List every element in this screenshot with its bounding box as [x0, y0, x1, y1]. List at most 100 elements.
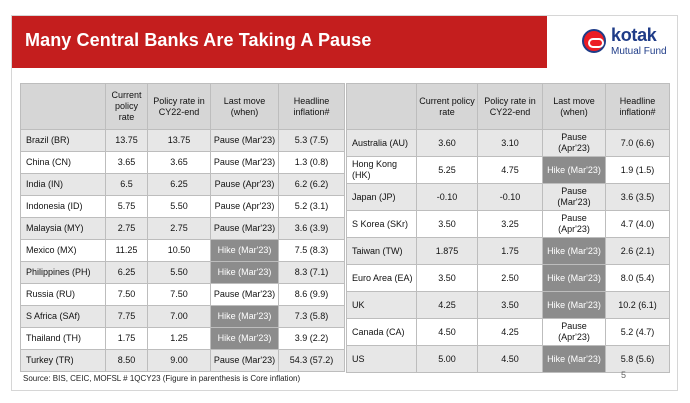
country-cell: Philippines (PH)	[20, 261, 106, 284]
country-cell: Mexico (MX)	[20, 239, 106, 262]
table-row: Canada (CA) 4.50 4.25 Pause (Apr'23) 5.2 (4.…	[346, 318, 670, 346]
logo-subtitle: Mutual Fund	[611, 46, 667, 57]
table-row: China (CN) 3.65 3.65 Pause (Mar'23) 1.3 (0.8…	[20, 151, 345, 174]
cy22-cell: 6.25	[147, 173, 211, 196]
left-table-body: Brazil (BR) 13.75 13.75 Pause (Mar'23) 5.3 (…	[20, 129, 345, 372]
table-row: Mexico (MX) 11.25 10.50 Hike (Mar'23) 7.5 (8…	[20, 239, 345, 262]
country-cell: UK	[346, 291, 417, 319]
header-cell: Headline inflation#	[605, 83, 670, 130]
inflation-cell: 5.2 (3.1)	[278, 195, 345, 218]
table-row: Indonesia (ID) 5.75 5.50 Pause (Apr'23) 5.2 …	[20, 195, 345, 218]
header-country	[346, 83, 417, 130]
table-row: Euro Area (EA) 3.50 2.50 Hike (Mar'23) 8.0 (…	[346, 264, 670, 292]
kotak-logo-icon	[582, 29, 606, 53]
table-row: S Africa (SAf) 7.75 7.00 Hike (Mar'23) 7.3 (…	[20, 305, 345, 328]
move-cell: Hike (Mar'23)	[210, 305, 279, 328]
current-cell: 3.60	[416, 129, 478, 157]
inflation-cell: 10.2 (6.1)	[605, 291, 670, 319]
inflation-cell: 5.8 (5.6)	[605, 345, 670, 373]
cy22-cell: 4.50	[477, 345, 543, 373]
move-cell: Hike (Mar'23)	[542, 345, 606, 373]
slide-title: Many Central Banks Are Taking A Pause	[25, 30, 372, 50]
left-policy-table: Current policy rate Policy rate in CY22-e…	[20, 83, 345, 372]
inflation-cell: 4.7 (4.0)	[605, 210, 670, 238]
table-row: UK 4.25 3.50 Hike (Mar'23) 10.2 (6.1)	[346, 291, 670, 319]
source-note: Source: BIS, CEIC, MOFSL # 1QCY23 (Figur…	[23, 374, 301, 383]
current-cell: 3.50	[416, 210, 478, 238]
table-row: Thailand (TH) 1.75 1.25 Hike (Mar'23) 3.9 (2…	[20, 327, 345, 350]
inflation-cell: 5.2 (4.7)	[605, 318, 670, 346]
header-cell: Policy rate in CY22-end	[147, 83, 211, 130]
country-cell: Russia (RU)	[20, 283, 106, 306]
table-row: Russia (RU) 7.50 7.50 Pause (Mar'23) 8.6 (9.…	[20, 283, 345, 306]
cy22-cell: 7.50	[147, 283, 211, 306]
cy22-cell: 4.25	[477, 318, 543, 346]
move-cell: Pause (Mar'23)	[210, 129, 279, 152]
move-cell: Hike (Mar'23)	[542, 156, 606, 184]
move-cell: Pause (Mar'23)	[210, 151, 279, 174]
country-cell: S Korea (SKr)	[346, 210, 417, 238]
move-cell: Hike (Mar'23)	[210, 327, 279, 350]
inflation-cell: 3.9 (2.2)	[278, 327, 345, 350]
left-header-row: Current policy rate Policy rate in CY22-e…	[20, 83, 345, 130]
current-cell: 6.5	[105, 173, 148, 196]
current-cell: 4.25	[416, 291, 478, 319]
current-cell: 5.25	[416, 156, 478, 184]
current-cell: 5.00	[416, 345, 478, 373]
cy22-cell: 5.50	[147, 261, 211, 284]
table-row: Malaysia (MY) 2.75 2.75 Pause (Mar'23) 3.6 (…	[20, 217, 345, 240]
country-cell: Euro Area (EA)	[346, 264, 417, 292]
move-cell: Pause (Mar'23)	[210, 217, 279, 240]
inflation-cell: 7.0 (6.6)	[605, 129, 670, 157]
current-cell: 1.75	[105, 327, 148, 350]
table-row: Brazil (BR) 13.75 13.75 Pause (Mar'23) 5.3 (…	[20, 129, 345, 152]
current-cell: 2.75	[105, 217, 148, 240]
move-cell: Pause (Mar'23)	[542, 183, 606, 211]
move-cell: Pause (Apr'23)	[542, 318, 606, 346]
current-cell: 3.65	[105, 151, 148, 174]
country-cell: China (CN)	[20, 151, 106, 174]
inflation-cell: 6.2 (6.2)	[278, 173, 345, 196]
table-row: US 5.00 4.50 Hike (Mar'23) 5.8 (5.6)	[346, 345, 670, 373]
move-cell: Hike (Mar'23)	[542, 291, 606, 319]
right-header-row: Current policy rate Policy rate in CY22-e…	[346, 83, 670, 130]
cy22-cell: 2.75	[147, 217, 211, 240]
move-cell: Pause (Apr'23)	[210, 173, 279, 196]
cy22-cell: 13.75	[147, 129, 211, 152]
country-cell: Brazil (BR)	[20, 129, 106, 152]
cy22-cell: -0.10	[477, 183, 543, 211]
cy22-cell: 3.50	[477, 291, 543, 319]
right-table-body: Australia (AU) 3.60 3.10 Pause (Apr'23) 7.0 …	[346, 129, 670, 373]
inflation-cell: 8.0 (5.4)	[605, 264, 670, 292]
move-cell: Pause (Apr'23)	[210, 195, 279, 218]
current-cell: 7.75	[105, 305, 148, 328]
page-number: 5	[621, 370, 627, 380]
cy22-cell: 4.75	[477, 156, 543, 184]
inflation-cell: 3.6 (3.9)	[278, 217, 345, 240]
kotak-logo: kotak Mutual Fund	[578, 22, 677, 62]
table-row: Turkey (TR) 8.50 9.00 Pause (Mar'23) 54.3 (5…	[20, 349, 345, 372]
move-cell: Hike (Mar'23)	[542, 237, 606, 265]
cy22-cell: 2.50	[477, 264, 543, 292]
country-cell: Indonesia (ID)	[20, 195, 106, 218]
current-cell: 11.25	[105, 239, 148, 262]
country-cell: Malaysia (MY)	[20, 217, 106, 240]
inflation-cell: 5.3 (7.5)	[278, 129, 345, 152]
move-cell: Pause (Apr'23)	[542, 210, 606, 238]
country-cell: Hong Kong (HK)	[346, 156, 417, 184]
country-cell: Turkey (TR)	[20, 349, 106, 372]
country-cell: Australia (AU)	[346, 129, 417, 157]
table-row: Hong Kong (HK) 5.25 4.75 Hike (Mar'23) 1.9 (…	[346, 156, 670, 184]
cy22-cell: 1.25	[147, 327, 211, 350]
table-row: S Korea (SKr) 3.50 3.25 Pause (Apr'23) 4.7 (…	[346, 210, 670, 238]
slide: Many Central Banks Are Taking A Pause ko…	[11, 15, 678, 391]
header-cell: Current policy rate	[416, 83, 478, 130]
country-cell: Canada (CA)	[346, 318, 417, 346]
current-cell: 5.75	[105, 195, 148, 218]
inflation-cell: 8.3 (7.1)	[278, 261, 345, 284]
right-policy-table: Current policy rate Policy rate in CY22-e…	[346, 83, 670, 373]
current-cell: 7.50	[105, 283, 148, 306]
current-cell: 6.25	[105, 261, 148, 284]
move-cell: Pause (Mar'23)	[210, 349, 279, 372]
inflation-cell: 3.6 (3.5)	[605, 183, 670, 211]
